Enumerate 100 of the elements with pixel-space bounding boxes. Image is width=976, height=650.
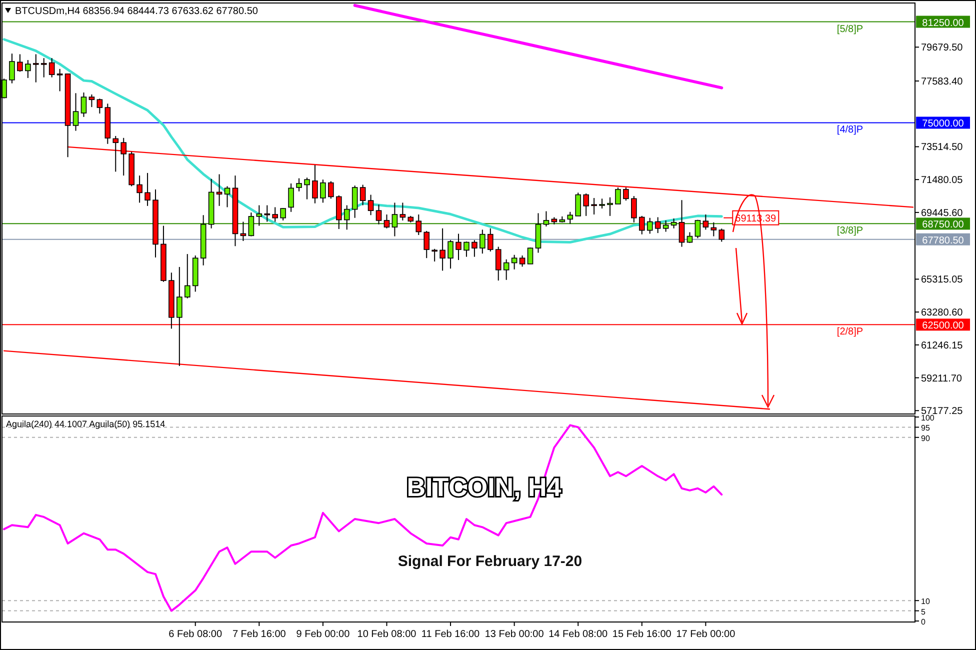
candlestick xyxy=(670,218,677,229)
ref-line-label: [3/8]P xyxy=(836,226,864,237)
candlestick xyxy=(296,178,302,192)
y-tick-label: 0 xyxy=(921,618,926,626)
candlestick xyxy=(631,196,637,223)
candlestick xyxy=(96,98,103,114)
candlestick xyxy=(440,228,446,272)
x-tick-label: 9 Feb 00:00 xyxy=(296,629,350,640)
y-tick-label: 65315.05 xyxy=(921,274,964,286)
candlestick xyxy=(583,192,589,216)
candlestick xyxy=(718,228,725,242)
candlestick xyxy=(543,210,550,227)
y-tick-label: 77583.40 xyxy=(921,76,964,88)
candlestick xyxy=(272,206,278,222)
candlestick xyxy=(144,172,150,206)
ref-line-label: [4/8]P xyxy=(836,124,864,136)
candlestick xyxy=(216,174,222,206)
candlestick xyxy=(424,230,430,259)
x-tick-label: 14 Feb 08:00 xyxy=(548,629,608,640)
candlestick xyxy=(662,220,669,232)
candlestick xyxy=(495,246,502,282)
candlestick xyxy=(376,204,382,225)
y-tick-label: 62500.00 xyxy=(922,320,964,332)
candlestick xyxy=(344,204,350,230)
candlestick xyxy=(464,241,470,258)
y-tick-label: 75000.00 xyxy=(922,118,964,130)
x-tick-label: 7 Feb 16:00 xyxy=(232,629,286,640)
candlestick xyxy=(312,164,318,204)
candlestick xyxy=(264,204,270,222)
y-tick-label: 5 xyxy=(921,607,926,616)
candlestick xyxy=(599,198,605,209)
candlestick xyxy=(567,211,574,224)
candlestick xyxy=(224,186,230,208)
y-tick-label: 69445.60 xyxy=(921,208,964,219)
candlestick xyxy=(368,194,374,216)
candlestick xyxy=(400,202,406,221)
candlestick xyxy=(575,192,582,216)
annotation: Signal For February 17-20 xyxy=(398,553,582,570)
candlestick xyxy=(591,198,597,215)
candlestick xyxy=(88,94,95,108)
y-tick-label: 81250.00 xyxy=(922,18,964,29)
y-tick-label: 71480.05 xyxy=(921,175,964,186)
candlestick xyxy=(472,240,478,258)
y-tick-label: 79679.50 xyxy=(921,42,964,54)
candlestick xyxy=(9,53,15,84)
candlestick xyxy=(480,229,486,254)
y-tick-label: 10 xyxy=(921,597,930,606)
candlestick xyxy=(694,219,701,239)
candlestick xyxy=(527,247,534,265)
x-tick-label: 11 Feb 16:00 xyxy=(421,629,480,640)
candlestick xyxy=(184,254,190,299)
candlestick xyxy=(392,202,398,237)
candlestick xyxy=(487,228,494,252)
candlestick xyxy=(288,182,294,212)
candlestick xyxy=(535,212,542,254)
x-tick-label: 6 Feb 08:00 xyxy=(168,629,222,640)
candlestick xyxy=(320,179,326,204)
candlestick xyxy=(248,212,254,237)
candlestick xyxy=(328,180,334,200)
candlestick xyxy=(519,255,526,268)
candlestick xyxy=(256,204,262,226)
candlestick xyxy=(360,184,366,206)
candlestick xyxy=(336,194,342,230)
y-tick-label: 95 xyxy=(921,424,930,433)
candlestick xyxy=(607,196,613,216)
candlestick xyxy=(80,92,87,118)
candlestick xyxy=(48,58,55,78)
candlestick xyxy=(240,221,246,242)
candlestick xyxy=(56,68,63,92)
y-tick-label: 73514.50 xyxy=(921,142,964,154)
candlestick xyxy=(40,58,47,78)
candlestick xyxy=(280,208,286,221)
candlestick xyxy=(416,214,422,236)
candlestick xyxy=(25,60,31,78)
chart-title: BTCUSDm,H4 68356.94 68444.73 67633.62 67780.50 xyxy=(15,6,258,17)
candlestick xyxy=(678,200,685,248)
candlestick xyxy=(638,215,645,235)
x-tick-label: 15 Feb 16:00 xyxy=(612,629,672,640)
y-tick-label: 61246.15 xyxy=(921,340,964,352)
y-tick-label: 59211.70 xyxy=(921,373,962,384)
annotation: Aguila(240) 44.1007 Aguila(50) 95.1514 xyxy=(6,419,166,429)
candlestick xyxy=(615,187,621,204)
ref-line-label: [2/8]P xyxy=(836,326,864,338)
y-tick-label: 63280.60 xyxy=(921,308,964,319)
candlestick xyxy=(654,216,661,234)
candlestick xyxy=(72,92,79,132)
y-tick-label: 67780.50 xyxy=(922,235,964,246)
x-tick-label: 13 Feb 00:00 xyxy=(484,629,544,640)
candlestick xyxy=(432,248,438,262)
ref-line-label: [5/8]P xyxy=(836,24,864,35)
candlestick xyxy=(352,185,358,218)
candlestick xyxy=(136,175,142,204)
candlestick xyxy=(176,266,182,366)
candlestick xyxy=(511,254,518,270)
candlestick xyxy=(304,177,310,200)
candlestick xyxy=(448,240,454,270)
candlestick xyxy=(686,232,693,244)
x-tick-label: 17 Feb 00:00 xyxy=(676,629,736,640)
candlestick xyxy=(384,214,390,229)
candlestick xyxy=(702,214,709,230)
